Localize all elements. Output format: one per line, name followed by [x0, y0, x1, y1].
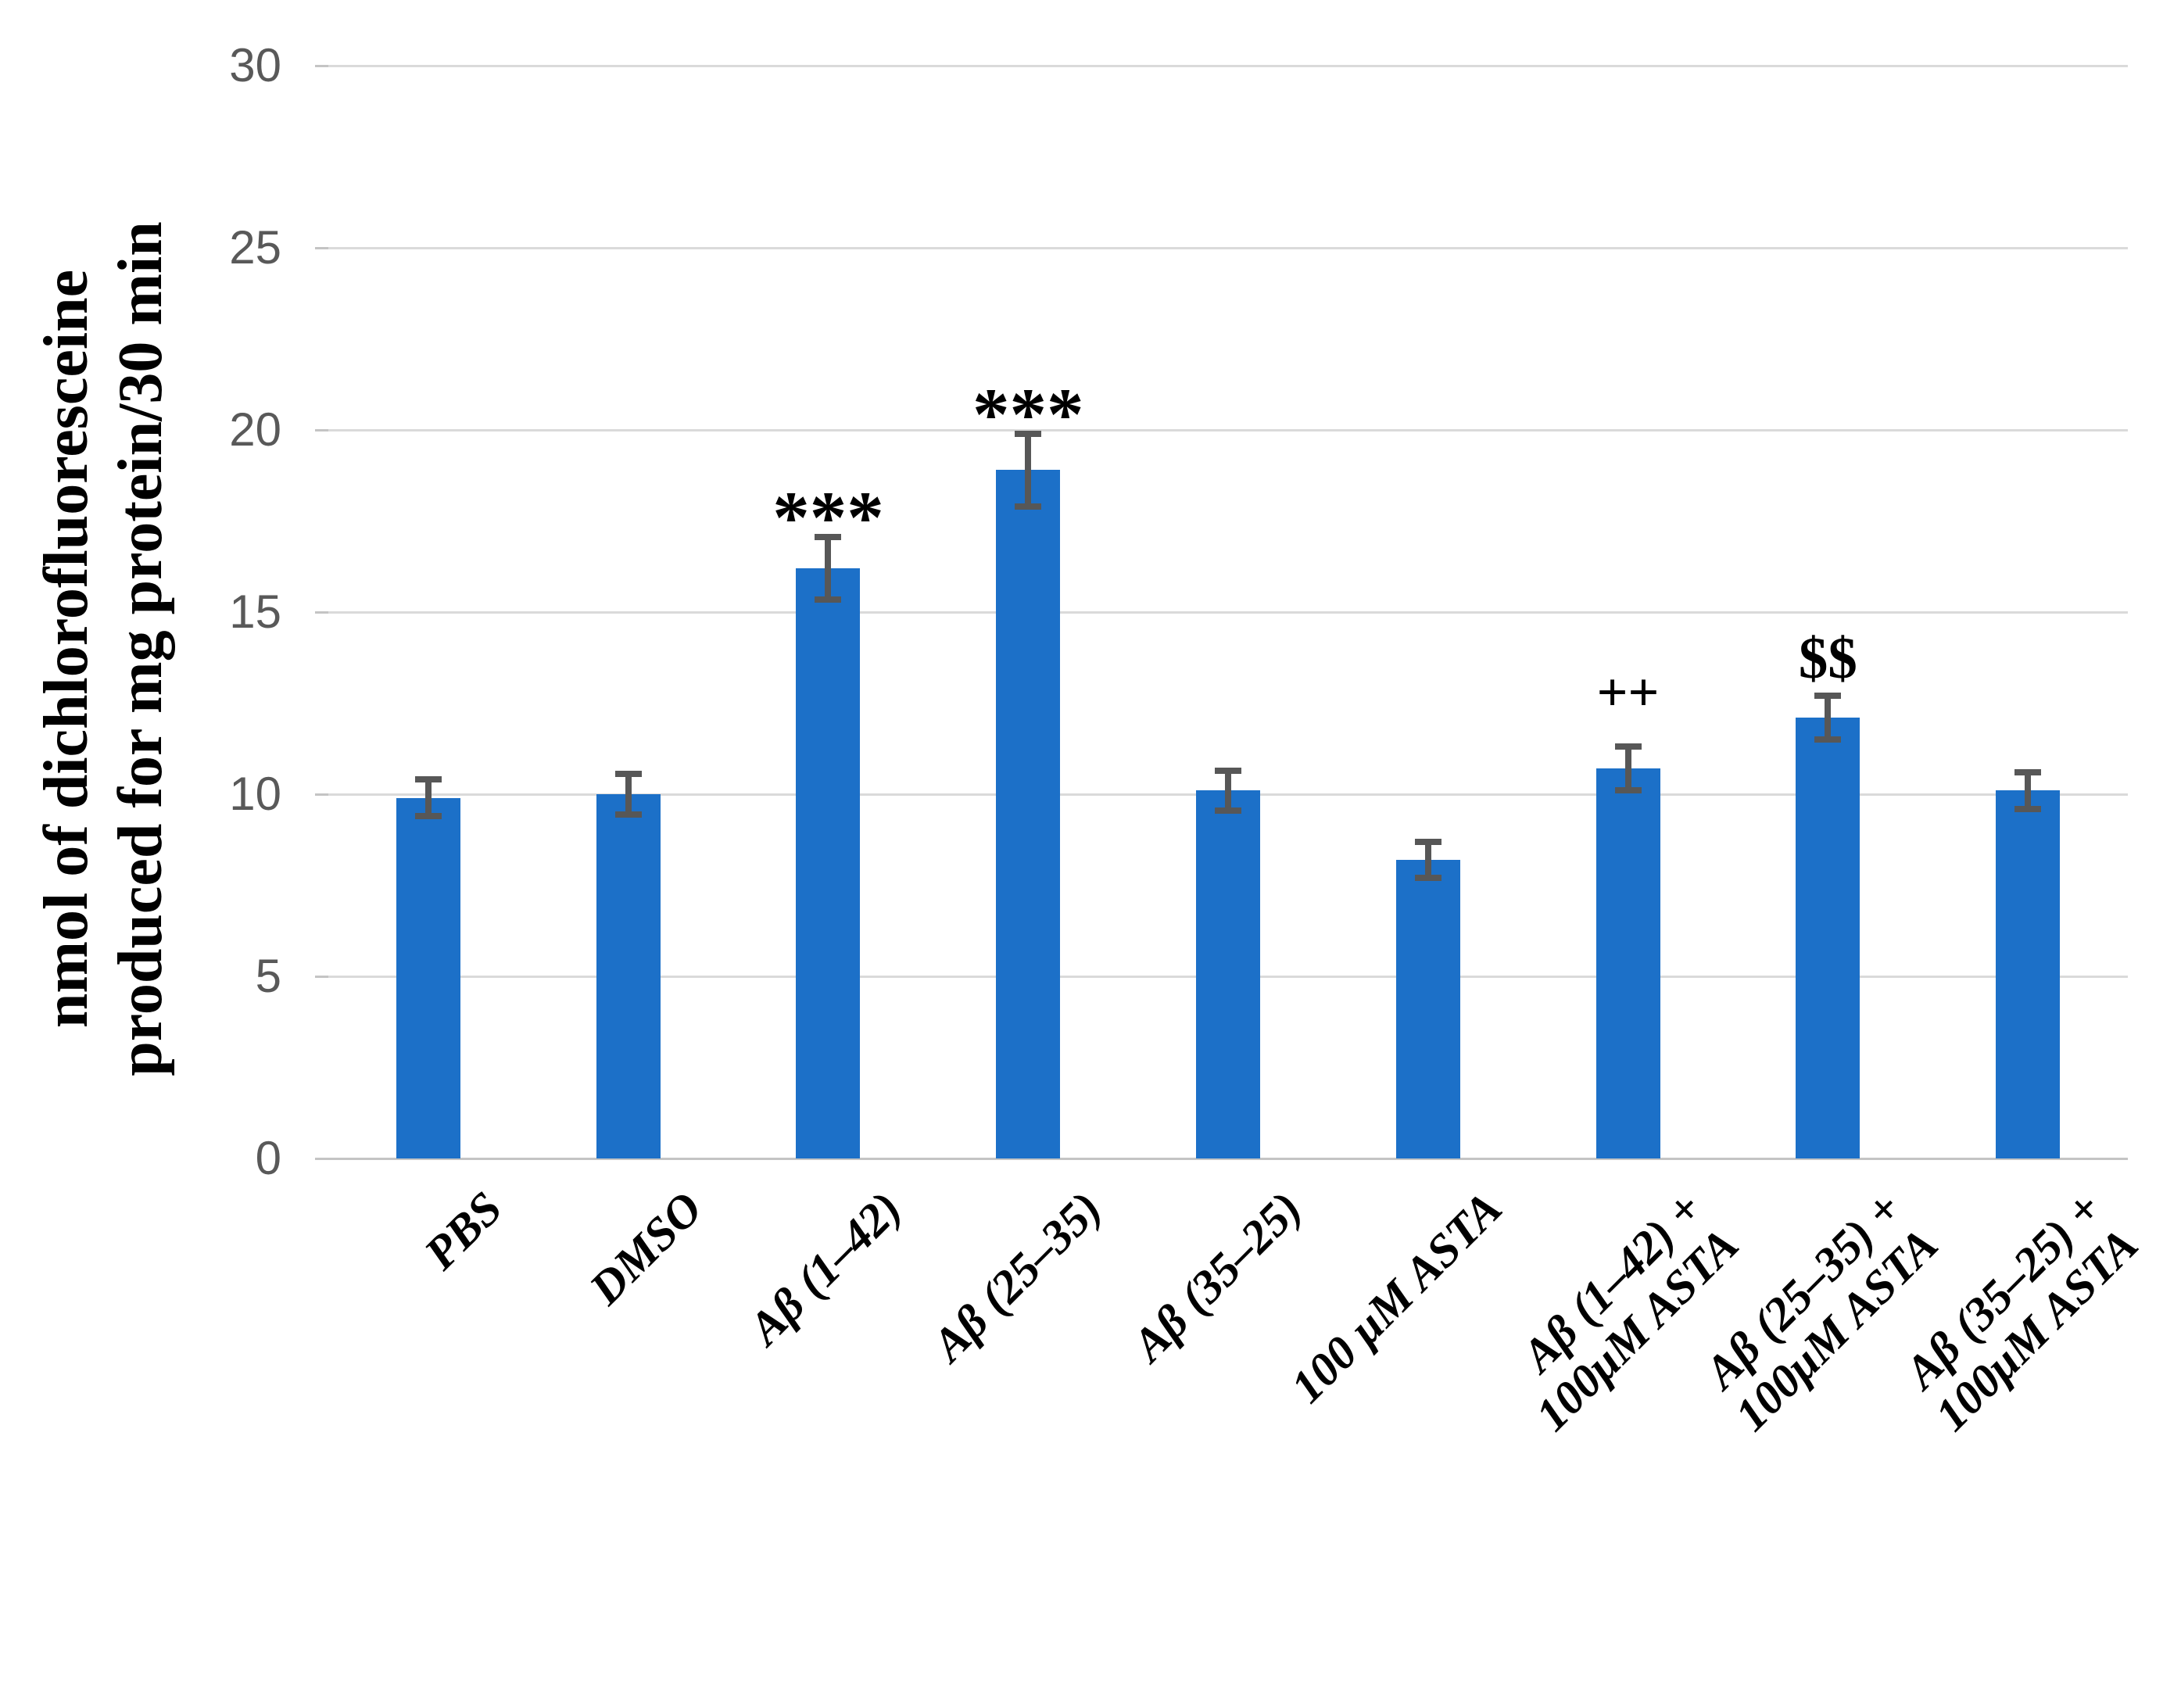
error-bar-cap-bottom: [1814, 736, 1842, 743]
error-bar-stem: [1025, 433, 1032, 507]
significance-marker: ***: [972, 372, 1084, 456]
bar: [396, 797, 460, 1158]
bar: [1595, 768, 1660, 1158]
y-axis-tick: [315, 793, 328, 796]
gridline: [328, 246, 2128, 249]
y-axis-tick: [315, 975, 328, 978]
y-axis-tick: [315, 428, 328, 431]
error-bar-cap-top: [414, 776, 442, 783]
error-bar-cap-top: [1614, 743, 1642, 750]
error-bar-cap-bottom: [2014, 805, 2042, 812]
y-axis-title-line1: nmol of dichlorofluoresceine: [32, 269, 101, 1029]
bar: [596, 794, 661, 1158]
y-tick-label: 30: [229, 39, 281, 91]
gridline: [328, 64, 2128, 67]
error-bar-cap-bottom: [815, 596, 842, 603]
y-tick-label: 25: [229, 221, 281, 274]
error-bar-cap-top: [1814, 693, 1842, 700]
y-tick-label: 15: [229, 585, 281, 638]
error-bar-stem: [424, 779, 432, 816]
bar: [796, 568, 861, 1158]
error-bar-stem: [625, 774, 632, 815]
y-axis-tick: [315, 246, 328, 249]
error-bar-stem: [1424, 841, 1431, 879]
error-bar-cap-bottom: [414, 812, 442, 819]
significance-marker: ***: [772, 476, 884, 560]
error-bar-cap-top: [815, 534, 842, 541]
gridline: [328, 428, 2128, 431]
error-bar-cap-bottom: [1414, 875, 1441, 882]
error-bar-cap-top: [1215, 767, 1241, 774]
y-tick-label: 0: [255, 1132, 281, 1184]
bar: [1395, 859, 1460, 1158]
bar-chart: nmol of dichlorofluoresceine produced fo…: [32, 39, 2147, 1441]
gridline: [328, 611, 2128, 614]
error-bar-stem: [1624, 747, 1631, 791]
error-bar-cap-bottom: [1015, 503, 1042, 510]
significance-marker: ++: [1596, 663, 1660, 724]
error-bar-cap-top: [614, 771, 642, 778]
x-axis-line: [328, 1157, 2128, 1160]
error-bar-cap-bottom: [1215, 807, 1241, 814]
y-tick-label: 5: [255, 950, 281, 1002]
error-bar-cap-top: [2014, 769, 2042, 776]
error-bar-stem: [2025, 772, 2032, 809]
error-bar-cap-top: [1414, 838, 1441, 845]
error-bar-cap-bottom: [1614, 787, 1642, 794]
error-bar-cap-bottom: [614, 811, 642, 818]
bar: [1996, 790, 2061, 1158]
bar: [996, 470, 1061, 1158]
error-bar-stem: [825, 537, 832, 600]
y-axis-tick: [315, 1157, 328, 1160]
error-bar-cap-top: [1015, 430, 1042, 437]
y-axis-tick: [315, 64, 328, 67]
error-bar-stem: [1225, 770, 1231, 811]
bar: [1796, 718, 1860, 1158]
y-axis-tick: [315, 611, 328, 614]
y-tick-label: 20: [229, 403, 281, 456]
error-bar-stem: [1825, 696, 1832, 740]
y-tick-label: 10: [229, 768, 281, 820]
significance-marker: $$: [1798, 626, 1857, 692]
bar: [1196, 790, 1260, 1158]
